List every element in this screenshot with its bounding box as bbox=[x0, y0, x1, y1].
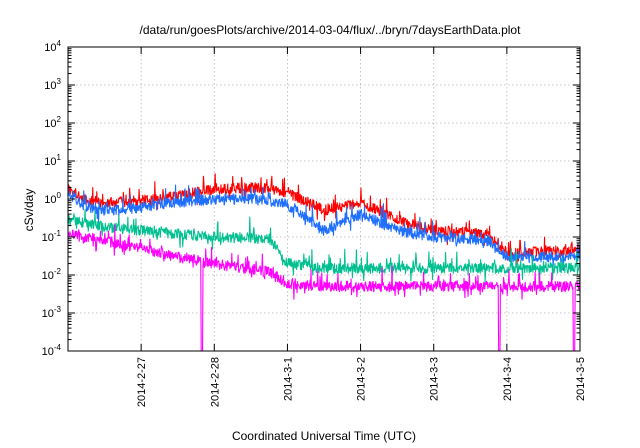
x-tick-label: 2014-3-5 bbox=[575, 357, 587, 401]
x-tick-label: 2014-3-1 bbox=[282, 357, 294, 401]
series-line-4 bbox=[67, 224, 581, 352]
x-tick-label: 2014-2-28 bbox=[209, 357, 221, 407]
x-axis-tick-labels: 2014-2-27 2014-2-28 2014-3-1 2014-3-2 2014-3… bbox=[136, 357, 587, 407]
series-layer bbox=[67, 173, 581, 352]
x-axis-label: Coordinated Universal Time (UTC) bbox=[232, 429, 416, 443]
chart-title: /data/run/goesPlots/archive/2014-03-04/f… bbox=[140, 23, 522, 37]
y-axis-label: cSv/day bbox=[22, 189, 36, 232]
series-line-2 bbox=[67, 184, 581, 272]
series-line-3 bbox=[67, 208, 581, 285]
x-tick-label: 2014-3-4 bbox=[502, 357, 514, 401]
x-tick-label: 2014-3-2 bbox=[356, 357, 368, 401]
x-tick-label: 2014-2-27 bbox=[136, 357, 148, 407]
axis-ticks bbox=[68, 46, 581, 352]
x-tick-label: 2014-3-3 bbox=[429, 357, 441, 401]
